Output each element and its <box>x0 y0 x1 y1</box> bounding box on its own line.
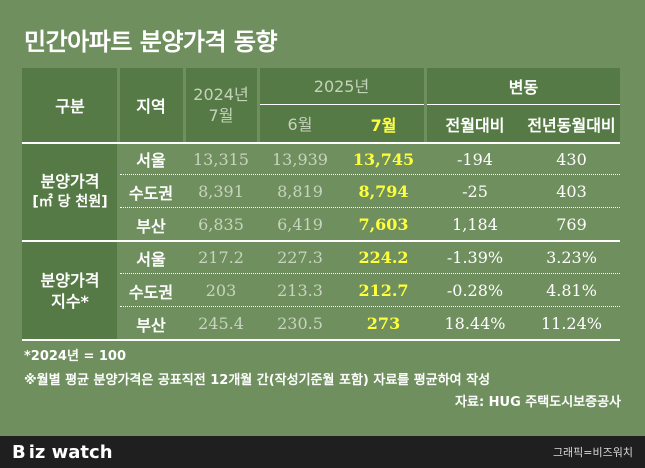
cell-y2025-jun: 13,939 <box>272 149 328 169</box>
header-divider <box>427 104 620 105</box>
row-divider <box>22 142 620 144</box>
cell-y2025-jun: 230.5 <box>277 314 323 333</box>
header-band <box>22 68 620 142</box>
cell-y2024-jul: 203 <box>205 281 237 300</box>
group-label-price: 분양가격 [㎡ 당 천원] <box>22 144 118 240</box>
cell-yoy: 430 <box>556 149 587 169</box>
logo-b: B <box>12 441 26 463</box>
group-price-line2: [㎡ 당 천원] <box>32 194 108 210</box>
cell-y2024-jul: 8,391 <box>198 182 244 201</box>
cell-y2025-jul: 273 <box>366 314 401 333</box>
header-june: 6월 <box>287 114 313 134</box>
cell-y2025-jul: 7,603 <box>358 215 409 234</box>
row-divider <box>120 273 620 274</box>
header-region: 지역 <box>136 97 166 116</box>
header-category: 구분 <box>55 97 85 116</box>
cell-yoy: 769 <box>556 215 587 234</box>
cell-region: 부산 <box>136 216 166 236</box>
source-note: 자료: HUG 주택도시보증공사 <box>455 395 621 410</box>
cell-y2024-jul: 245.4 <box>198 314 244 333</box>
group-label-index: 분양가격 지수* <box>22 242 118 340</box>
header-yoy: 전년동월대비 <box>527 116 616 135</box>
column-separator <box>183 68 186 340</box>
group-price-line1: 분양가격 <box>40 172 100 191</box>
column-separator <box>257 68 260 340</box>
group-index-line1: 분양가격 <box>40 271 100 290</box>
cell-mom: -194 <box>457 149 493 169</box>
cell-mom: -1.39% <box>446 248 504 267</box>
table-bottom <box>22 339 620 341</box>
cell-yoy: 11.24% <box>540 314 602 333</box>
header-base-period: 2024년 7월 <box>184 68 258 142</box>
group-divider <box>22 240 620 242</box>
cell-mom: -25 <box>462 182 488 201</box>
cell-region: 수도권 <box>128 183 174 203</box>
cell-y2024-jul: 217.2 <box>198 248 244 267</box>
header-year-2025: 2025년 <box>313 76 370 96</box>
price-table: 구분 지역 2024년 7월 2025년 6월 7월 변동 전월대비 전년동월대… <box>22 68 620 341</box>
cell-y2025-jun: 6,419 <box>277 215 323 234</box>
cell-y2025-jul: 13,745 <box>352 149 415 169</box>
group-index-line2: 지수* <box>51 292 89 311</box>
cell-mom: 1,184 <box>452 215 498 234</box>
cell-yoy: 403 <box>556 182 587 201</box>
page-title: 민간아파트 분양가격 동향 <box>24 28 278 56</box>
cell-yoy: 4.81% <box>546 281 597 300</box>
cell-y2025-jul: 224.2 <box>358 248 409 267</box>
cell-y2025-jul: 212.7 <box>358 281 409 300</box>
cell-y2024-jul: 13,315 <box>193 149 249 169</box>
cell-mom: -0.28% <box>446 281 504 300</box>
header-mom: 전월대비 <box>445 116 505 135</box>
header-divider <box>260 104 424 105</box>
row-divider <box>120 174 620 175</box>
column-separator <box>424 68 427 340</box>
header-july: 7월 <box>370 116 397 135</box>
group-band-price <box>22 144 118 240</box>
cell-y2025-jul: 8,794 <box>358 182 409 201</box>
cell-y2024-jul: 6,835 <box>198 215 244 234</box>
header-change: 변동 <box>508 78 539 97</box>
cell-y2025-jun: 213.3 <box>277 281 323 300</box>
cell-region: 수도권 <box>128 282 174 302</box>
base-note: *2024년 = 100 <box>24 349 127 364</box>
header-base-year: 2024년 <box>193 85 249 104</box>
cell-region: 서울 <box>136 151 166 170</box>
group-band-index <box>22 242 118 340</box>
method-note: ※월별 평균 분양가격은 공표직전 12개월 간(작성기준월 포함) 자료를 평… <box>24 373 491 388</box>
cell-yoy: 3.23% <box>546 248 597 267</box>
cell-y2025-jun: 8,819 <box>277 182 323 201</box>
row-divider <box>120 306 620 307</box>
logo-text: iz watch <box>28 441 113 463</box>
cell-mom: 18.44% <box>444 314 506 333</box>
cell-y2025-jun: 227.3 <box>277 248 323 267</box>
header-base-month: 7월 <box>208 106 234 125</box>
cell-region: 서울 <box>136 249 166 269</box>
column-separator <box>117 68 120 340</box>
row-divider <box>120 207 620 208</box>
graphic-credit: 그래픽=비즈워치 <box>552 446 633 459</box>
cell-region: 부산 <box>136 315 166 335</box>
